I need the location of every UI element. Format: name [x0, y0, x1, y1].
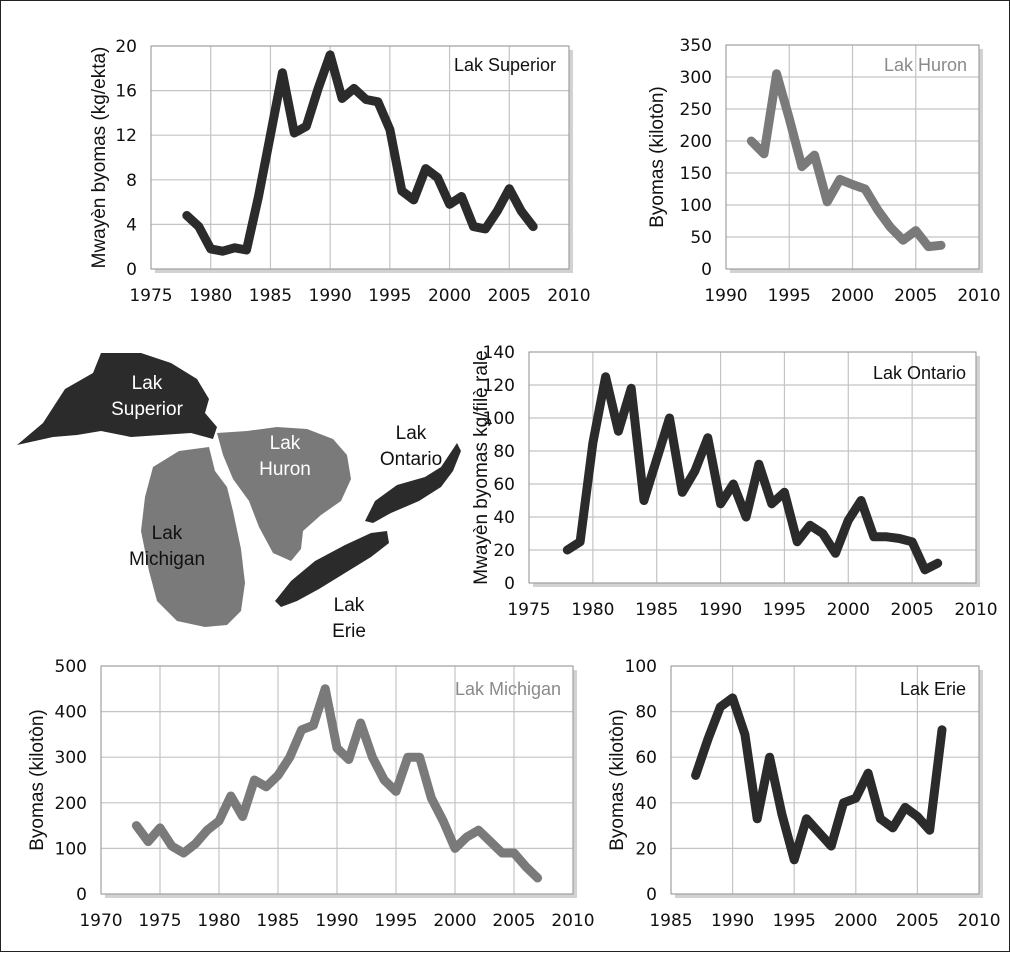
y-tick-label: 200 [55, 794, 87, 814]
x-tick-label: 2000 [428, 286, 471, 306]
x-tick-label: 1980 [571, 600, 614, 620]
x-tick-label: 2010 [957, 911, 1000, 931]
x-tick-label: 1980 [197, 911, 240, 931]
x-tick-label: 2010 [954, 600, 997, 620]
y-tick-label: 40 [635, 794, 657, 814]
chart-title: Lak Michigan [455, 679, 561, 699]
map-label-huron-1: Lak [270, 433, 301, 454]
x-tick-label: 1985 [256, 911, 299, 931]
y-tick-label: 60 [635, 748, 657, 768]
y-tick-label: 0 [701, 260, 712, 280]
y-tick-label: 0 [126, 260, 137, 280]
y-tick-label: 150 [680, 164, 712, 184]
map-label-superior-2: Superior [111, 399, 183, 420]
y-tick-label: 20 [115, 37, 137, 57]
map-label-michigan-1: Lak [152, 523, 183, 544]
map-label-michigan-2: Michigan [129, 549, 205, 570]
y-tick-label: 80 [635, 703, 657, 723]
y-tick-label: 20 [493, 541, 515, 561]
x-tick-label: 1970 [79, 911, 122, 931]
y-axis-label: Byomas (kilotòn) [27, 709, 48, 851]
x-tick-label: 2005 [894, 286, 937, 306]
y-tick-label: 0 [76, 885, 87, 905]
x-tick-label: 1985 [249, 286, 292, 306]
x-tick-label: 1990 [309, 286, 352, 306]
y-tick-label: 500 [55, 657, 87, 677]
x-tick-label: 1995 [773, 911, 816, 931]
x-tick-label: 1990 [704, 286, 747, 306]
x-tick-label: 2000 [831, 286, 874, 306]
y-tick-label: 4 [126, 215, 137, 235]
y-tick-label: 100 [680, 196, 712, 216]
chart-title: Lak Ontario [873, 363, 966, 383]
x-tick-label: 2000 [827, 600, 870, 620]
y-tick-label: 16 [115, 82, 137, 102]
y-axis-label: Byomas (kilotòn) [647, 86, 668, 228]
map-label-ontario-2: Ontario [380, 449, 442, 470]
map-label-huron-2: Huron [259, 459, 311, 480]
x-tick-label: 1975 [507, 600, 550, 620]
y-axis-label: Mwayèn byomas (kg/ekta) [89, 47, 110, 269]
x-tick-label: 1975 [138, 911, 181, 931]
x-tick-label: 1995 [768, 286, 811, 306]
x-tick-label: 1990 [315, 911, 358, 931]
x-tick-label: 1980 [189, 286, 232, 306]
y-axis-label: Byomas (kilotòn) [607, 709, 628, 851]
y-tick-label: 300 [680, 68, 712, 88]
x-tick-label: 2010 [551, 911, 594, 931]
y-tick-label: 300 [55, 748, 87, 768]
x-tick-label: 1985 [649, 911, 692, 931]
y-tick-label: 200 [680, 132, 712, 152]
y-tick-label: 400 [55, 703, 87, 723]
y-tick-label: 40 [493, 508, 515, 528]
x-tick-label: 1985 [635, 600, 678, 620]
y-tick-label: 250 [680, 100, 712, 120]
x-tick-label: 1990 [711, 911, 754, 931]
y-tick-label: 100 [625, 657, 657, 677]
y-tick-label: 20 [635, 839, 657, 859]
x-tick-label: 1995 [374, 911, 417, 931]
x-tick-label: 2005 [492, 911, 535, 931]
y-tick-label: 0 [504, 574, 515, 594]
map-label-erie-1: Lak [334, 595, 365, 616]
y-tick-label: 350 [680, 36, 712, 56]
chart-ontario: 1975 1980 1985 1990 1995 2000 2005 2010 0 20 40 60 8… [471, 343, 998, 620]
chart-title: Lak Erie [900, 679, 966, 699]
chart-erie: 1985 1990 1995 2000 2005 2010 0 20 40 60 80 100 Byom… [607, 657, 1001, 931]
y-tick-label: 50 [690, 228, 712, 248]
map-label-erie-2: Erie [332, 621, 366, 642]
chart-michigan: 1970 1975 1980 1985 1990 1995 2000 2005 2010 0 100… [27, 657, 595, 931]
x-tick-label: 2000 [834, 911, 877, 931]
y-tick-label: 0 [646, 885, 657, 905]
chart-huron: 1990 1995 2000 2005 2010 0 50 100 150 200 250 300 35… [647, 36, 1001, 306]
x-tick-label: 1995 [368, 286, 411, 306]
x-tick-label: 2010 [547, 286, 590, 306]
x-tick-label: 1995 [763, 600, 806, 620]
y-axis-label: Mwayèn byomas kg/filè rale [471, 350, 492, 584]
y-tick-label: 80 [493, 442, 515, 462]
plot-area [529, 352, 976, 583]
x-tick-label: 2005 [896, 911, 939, 931]
x-tick-label: 1990 [699, 600, 742, 620]
y-tick-label: 8 [126, 171, 137, 191]
map-label-ontario-1: Lak [396, 423, 427, 444]
y-tick-label: 100 [55, 839, 87, 859]
y-tick-label: 12 [115, 126, 137, 146]
map-label-superior-1: Lak [132, 373, 163, 394]
x-tick-label: 2005 [488, 286, 531, 306]
x-tick-label: 1975 [129, 286, 172, 306]
x-tick-label: 2010 [957, 286, 1000, 306]
chart-title: Lak Huron [884, 55, 967, 75]
y-tick-label: 60 [493, 475, 515, 495]
x-tick-label: 2005 [891, 600, 934, 620]
chart-title: Lak Superior [454, 55, 556, 75]
x-tick-label: 2000 [433, 911, 476, 931]
great-lakes-map: Lak Superior Lak Huron Lak Ontario Lak M… [17, 353, 461, 642]
chart-superior: 1975 1980 1985 1990 1995 2000 2005 2010 0 4 8 12 16 2… [89, 37, 591, 306]
plot-area [151, 46, 569, 269]
